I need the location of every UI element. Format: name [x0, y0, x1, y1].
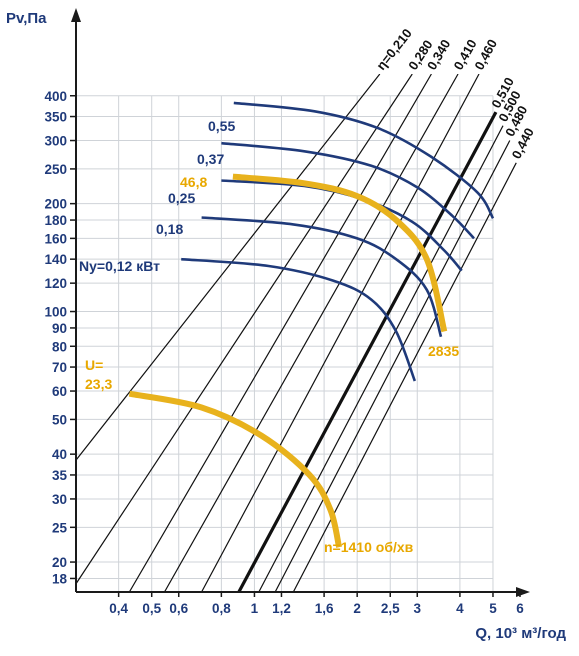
efficiency-lines	[76, 74, 517, 592]
y-axis-label: Pv,Па	[6, 10, 47, 27]
y-tick-label: 40	[52, 447, 67, 462]
power-label-012: Ny=0,12 кВт	[79, 258, 160, 274]
power-curve	[181, 257, 417, 382]
y-tick-label: 80	[52, 339, 67, 354]
x-tick-label: 6	[516, 601, 524, 616]
y-tick-label: 250	[44, 162, 67, 177]
efficiency-line	[76, 74, 381, 461]
y-tick-label: 25	[52, 520, 68, 535]
efficiency-line	[274, 140, 511, 592]
power-curve	[221, 141, 475, 240]
y-tick-label: 70	[52, 360, 67, 375]
y-tick-label: 160	[44, 231, 67, 246]
speed-curve	[232, 173, 448, 333]
x-tick-label: 2	[353, 601, 361, 616]
speed-label-468: 46,8	[180, 174, 207, 190]
efficiency-line	[258, 125, 504, 592]
x-axis-arrow-icon	[516, 587, 530, 597]
power-label-055: 0,55	[208, 118, 235, 134]
power-label-018: 0,18	[156, 221, 183, 237]
efficiency-line	[163, 74, 459, 592]
power-curve	[233, 101, 495, 219]
x-tick-label: 0,6	[169, 601, 188, 616]
y-tick-label: 200	[44, 197, 67, 212]
x-tick-label: 0,4	[109, 601, 128, 616]
y-tick-label: 350	[44, 110, 67, 125]
efficiency-line	[201, 74, 480, 592]
chart-labels: Pv,Па Q, 10³ м³/год 0,55 0,37 0,25 0,18 …	[6, 10, 566, 642]
performance-curves	[128, 101, 495, 548]
y-tick-label: 400	[44, 89, 67, 104]
efficiency-line	[76, 74, 413, 585]
y-tick-label: 30	[52, 492, 67, 507]
x-tick-label: 0,8	[212, 601, 231, 616]
y-tick-label: 140	[44, 252, 67, 267]
x-tick-label: 3	[414, 601, 422, 616]
y-tick-label: 180	[44, 213, 67, 228]
y-tick-label: 300	[44, 134, 67, 149]
power-label-025: 0,25	[168, 190, 195, 206]
efficiency-line	[292, 162, 517, 592]
y-tick-label: 35	[52, 468, 68, 483]
u-label: U=	[85, 357, 103, 373]
x-tick-label: 4	[456, 601, 464, 616]
y-tick-label: 120	[44, 276, 67, 291]
x-tick-label: 5	[489, 601, 497, 616]
x-axis-label: Q, 10³ м³/год	[475, 625, 566, 642]
speed-curve	[128, 390, 343, 548]
y-tick-label: 18	[52, 571, 68, 586]
axes	[71, 8, 530, 597]
y-tick-label: 20	[52, 555, 67, 570]
x-tick-label: 1	[251, 601, 259, 616]
y-axis-arrow-icon	[71, 8, 81, 22]
y-tick-label: 60	[52, 384, 67, 399]
speed-label-2835: 2835	[428, 343, 459, 359]
power-label-037: 0,37	[197, 151, 224, 167]
y-tick-label: 100	[44, 305, 67, 320]
efficiency-line	[128, 74, 432, 592]
u-value-label: 23,3	[85, 376, 112, 392]
efficiency-line	[237, 111, 498, 592]
x-tick-label: 0,5	[142, 601, 161, 616]
x-tick-label: 1,6	[315, 601, 334, 616]
y-tick-label: 90	[52, 321, 67, 336]
x-tick-label: 2,5	[381, 601, 400, 616]
speed-label-1410: n=1410 об/хв	[324, 539, 414, 555]
power-curve	[201, 216, 443, 338]
x-tick-label: 1,2	[272, 601, 291, 616]
y-tick-label: 50	[52, 412, 67, 427]
